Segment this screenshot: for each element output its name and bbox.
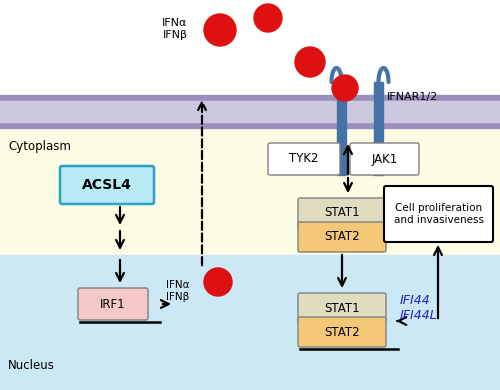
Text: STAT1: STAT1 [324, 206, 360, 220]
Text: ACSL4: ACSL4 [82, 178, 132, 192]
FancyBboxPatch shape [268, 143, 340, 175]
FancyBboxPatch shape [60, 166, 154, 204]
Text: TYK2: TYK2 [289, 152, 319, 165]
Text: IFNα
IFNβ: IFNα IFNβ [162, 18, 188, 40]
Text: IFI44
IFI44L: IFI44 IFI44L [400, 294, 438, 322]
Text: IRF1: IRF1 [100, 298, 126, 310]
FancyBboxPatch shape [384, 186, 493, 242]
Circle shape [295, 47, 325, 77]
Bar [0, 128, 500, 255]
FancyBboxPatch shape [350, 143, 419, 175]
Bar [374, 82, 383, 175]
Circle shape [204, 268, 232, 296]
Circle shape [204, 14, 236, 46]
FancyBboxPatch shape [298, 293, 386, 323]
Bar [0, 95, 500, 128]
FancyBboxPatch shape [78, 288, 148, 320]
Text: Nucleus: Nucleus [8, 359, 55, 372]
Bar [337, 82, 346, 175]
Text: Cell proliferation
and invasiveness: Cell proliferation and invasiveness [394, 203, 484, 225]
FancyBboxPatch shape [298, 198, 386, 228]
FancyBboxPatch shape [298, 317, 386, 347]
Text: STAT2: STAT2 [324, 326, 360, 339]
Text: IFNAR1/2: IFNAR1/2 [387, 92, 438, 102]
FancyBboxPatch shape [298, 222, 386, 252]
Text: JAK1: JAK1 [372, 152, 398, 165]
Text: STAT1: STAT1 [324, 301, 360, 314]
Circle shape [254, 4, 282, 32]
Bar [0, 101, 500, 122]
Text: STAT2: STAT2 [324, 230, 360, 243]
Bar [0, 255, 500, 390]
Text: IFNα
IFNβ: IFNα IFNβ [166, 280, 190, 301]
Bar [0, 0, 500, 95]
Circle shape [332, 75, 358, 101]
Text: Cytoplasm: Cytoplasm [8, 140, 71, 153]
